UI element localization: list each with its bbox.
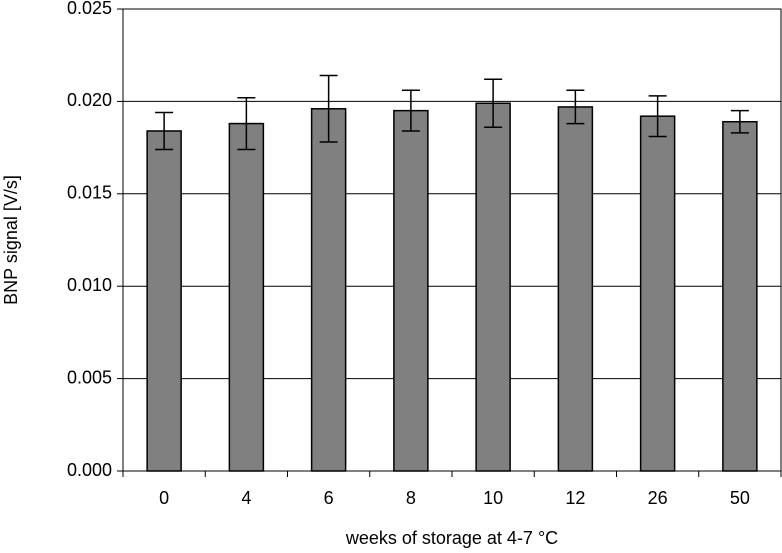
- error-bar: [401, 89, 420, 132]
- x-tick-label: 4: [241, 488, 251, 508]
- bar: [722, 120, 758, 472]
- y-axis-title: BNP signal [V/s]: [1, 175, 21, 305]
- bar: [310, 108, 347, 472]
- x-axis-title: weeks of storage at 4-7 °C: [345, 528, 558, 548]
- y-tick-label: 0.025: [67, 0, 112, 18]
- y-tick-label: 0.015: [67, 183, 112, 203]
- plot-frame: [122, 8, 782, 472]
- y-tick-label: 0.000: [67, 460, 112, 480]
- error-bar: [648, 95, 667, 138]
- error-bar: [730, 109, 749, 134]
- error-bar: [566, 89, 585, 125]
- error-bar: [484, 78, 503, 129]
- x-tick-label: 6: [324, 488, 334, 508]
- x-tick-label: 12: [565, 488, 585, 508]
- error-bar: [319, 74, 338, 143]
- x-tick-label: 10: [483, 488, 503, 508]
- bar: [393, 109, 429, 472]
- error-bar: [237, 96, 256, 151]
- bar: [557, 106, 594, 472]
- y-tick-label: 0.020: [67, 90, 112, 110]
- bar: [146, 130, 182, 472]
- y-tick-label: 0.010: [67, 275, 112, 295]
- bar: [639, 115, 676, 472]
- y-tick-label: 0.005: [67, 367, 112, 387]
- bar: [228, 122, 265, 472]
- x-tick-label: 50: [730, 488, 750, 508]
- error-bar: [155, 111, 174, 151]
- x-tick-label: 26: [648, 488, 668, 508]
- bar: [475, 102, 511, 472]
- x-tick-label: 0: [159, 488, 169, 508]
- x-tick-label: 8: [406, 488, 416, 508]
